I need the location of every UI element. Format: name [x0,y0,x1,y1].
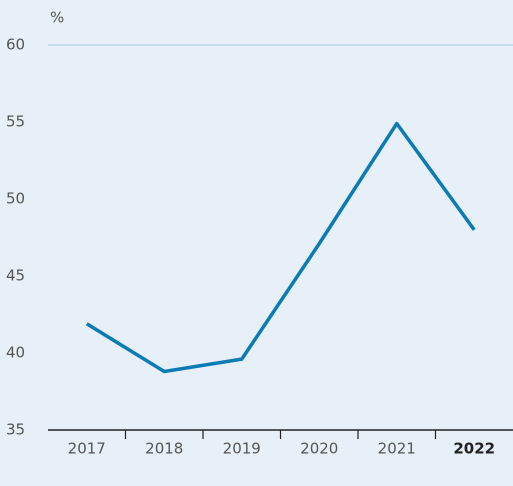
x-tick-label: 2019 [223,440,261,458]
x-tick-label: 2021 [378,440,416,458]
y-tick-label: 55 [6,113,25,131]
y-tick-label: 50 [6,190,25,208]
x-tick-label: 2017 [68,440,106,458]
x-tick-label: 2022 [453,440,495,458]
line-series [85,121,476,374]
y-tick-label: 35 [6,421,25,439]
y-tick-label: 60 [6,36,25,54]
y-tick-label: 40 [6,344,25,362]
x-tick-label: 2020 [300,440,338,458]
x-tick-label: 2018 [145,440,183,458]
y-tick-label: 45 [6,267,25,285]
unit-label: % [50,9,64,27]
